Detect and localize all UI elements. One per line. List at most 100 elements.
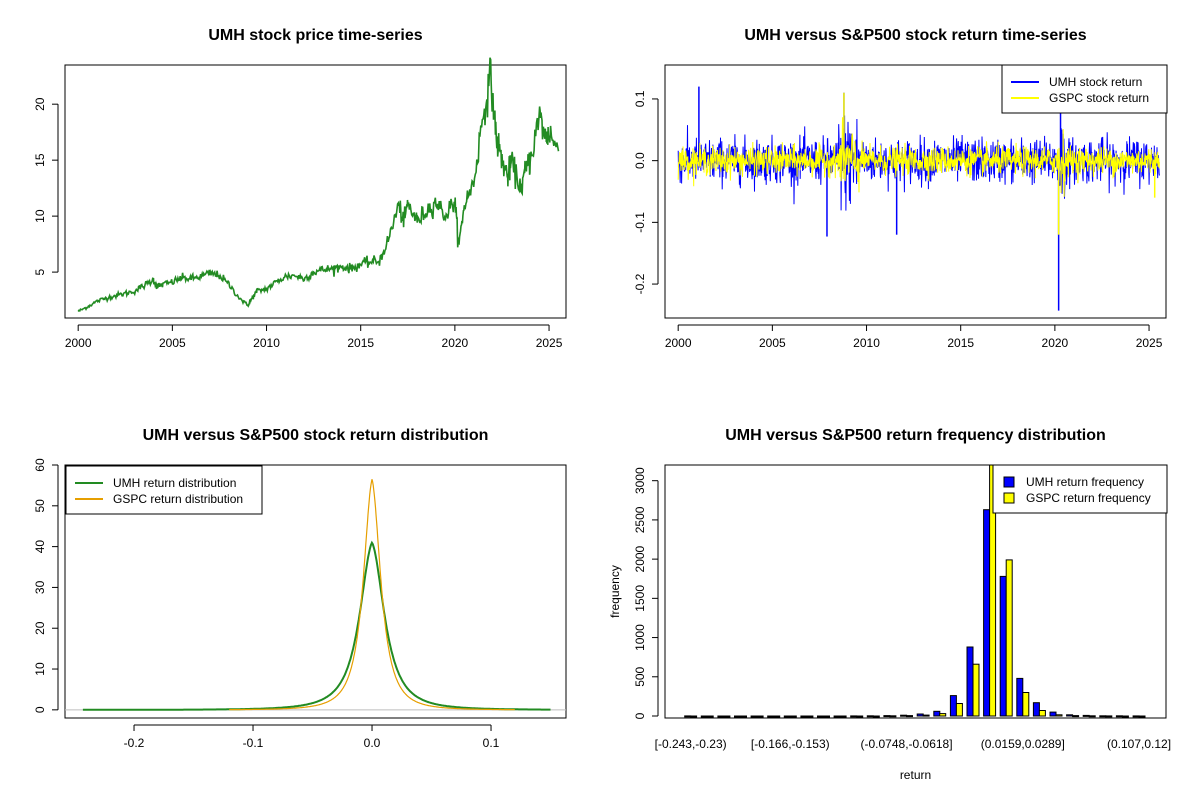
histogram-bar [806,715,814,718]
y-tick-label: 10 [33,209,47,223]
x-tick-label: [-0.243,-0.23) [655,737,727,751]
price-series-line [77,57,560,312]
x-tick-label: 2005 [759,336,786,350]
plot-frame [664,464,1167,719]
histogram-bar [756,715,764,718]
histogram-bar [889,715,897,718]
histogram-bar [972,663,980,717]
x-tick-label: -0.2 [124,736,145,750]
return-timeseries-panel: UMH versus S&P500 stock return time-seri… [633,27,1168,350]
chart-title: UMH stock price time-series [208,27,422,44]
y-tick-label: 1000 [633,624,647,651]
density-curve [229,479,515,711]
legend-label: GSPC return frequency [1026,491,1151,505]
y-tick-label: 30 [33,580,47,594]
histogram-bar [916,713,924,717]
y-tick-label: -0.2 [633,273,647,294]
histogram-bar [723,715,731,718]
histogram-bar [906,715,913,718]
histogram-bar [1138,715,1146,718]
y-tick-label: 20 [33,97,47,111]
x-tick-label: 0.1 [483,736,500,750]
histogram-bar [922,714,930,717]
histogram-bar [955,703,963,717]
chart-title: UMH versus S&P500 stock return time-seri… [744,27,1086,44]
y-tick-label: 50 [33,499,47,513]
histogram-bar [900,714,908,717]
legend-swatch [1003,492,1015,504]
histogram-bar [939,713,947,717]
y-tick-label: 1500 [633,585,647,612]
y-tick-label: 3000 [633,467,647,494]
density-curve [82,540,551,711]
y-tick-label: 500 [633,666,647,686]
y-tick-label: 40 [33,540,47,554]
histogram-bar [773,715,781,718]
y-tick-label: 2500 [633,506,647,533]
histogram-bar [717,715,725,718]
histogram-bar [833,715,841,718]
histogram-bar [789,715,797,718]
histogram-bar [706,715,714,718]
histogram-bar [1032,702,1040,717]
y-tick-label: 10 [33,662,47,676]
y-tick-label: 0.0 [633,152,647,169]
x-tick-label: 2020 [1042,336,1069,350]
histogram-bar [872,715,880,718]
x-tick-label: 2025 [536,336,563,350]
histogram-bar [1105,715,1113,718]
histogram-bar [1022,692,1030,717]
histogram-bar [740,715,747,718]
plot-frame [664,64,1167,319]
histogram-bar [800,715,808,718]
legend-box [1001,64,1168,114]
histogram-bar [1072,715,1080,718]
x-tick-label: (-0.0748,-0.0618] [861,737,953,751]
plot-frame [64,64,567,319]
x-tick-label: 2015 [947,336,974,350]
histogram-bar [1055,714,1063,717]
x-tick-label: (0.0159,0.0289] [981,737,1065,751]
x-tick-label: 2000 [65,336,92,350]
histogram-bar [783,715,791,718]
x-tick-label: 2015 [347,336,374,350]
x-tick-label: 2010 [253,336,280,350]
histogram-bar [1049,711,1057,717]
y-tick-label: 60 [33,458,47,472]
plot-frame [64,464,567,719]
histogram-bar [817,715,824,718]
x-tick-label: 2000 [665,336,692,350]
histogram-bar [1066,714,1074,717]
histogram-bar [767,715,775,718]
histogram-bar [983,509,991,717]
histogram-bar [823,715,830,718]
histogram-bar [690,715,698,718]
histogram-bar [1088,715,1096,718]
x-tick-label: (0.107,0.12] [1107,737,1171,751]
histogram-bar [1038,710,1046,717]
legend-box [992,464,1168,514]
histogram-bar [700,715,708,718]
y-tick-label: 15 [33,153,47,167]
histogram-bar [866,715,874,718]
return-series-line [677,117,1160,197]
y-axis-label: frequency [608,565,622,618]
x-tick-label: -0.1 [243,736,264,750]
histogram-bar [750,715,758,718]
histogram-bar [966,646,974,717]
histogram-bar [839,715,847,718]
legend-box [65,465,263,515]
y-tick-label: 2000 [633,545,647,572]
histogram-bar [850,715,858,718]
x-tick-label: 2010 [853,336,880,350]
histogram-bar [989,465,997,717]
y-tick-label: 0 [33,706,47,713]
histogram-bar [1082,714,1090,717]
y-tick-label: 0.1 [633,90,647,107]
histogram-bar [1121,715,1129,718]
histogram-bar [1132,715,1140,718]
x-tick-label: 2005 [159,336,186,350]
histogram-bar [1016,677,1024,717]
